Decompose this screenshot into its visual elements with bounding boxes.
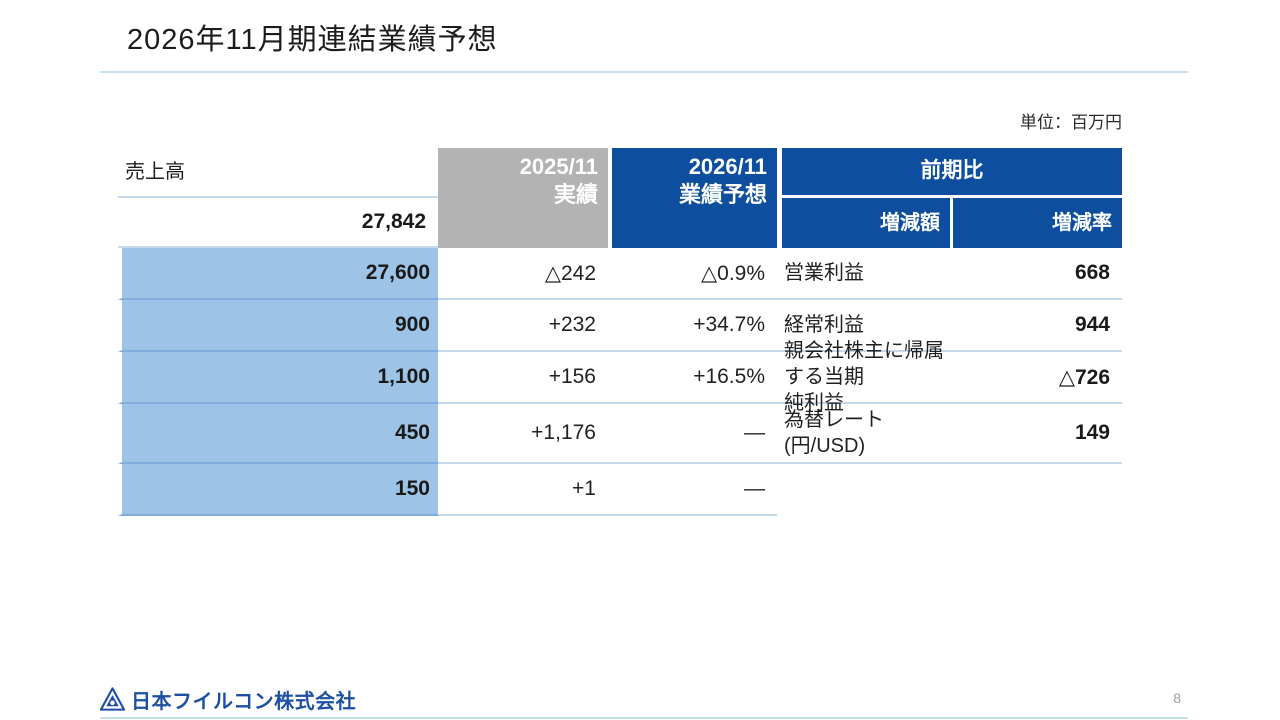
title-divider bbox=[100, 71, 1188, 73]
exchange-rate-actual: 149 bbox=[950, 404, 1122, 464]
page-number: 8 bbox=[1173, 690, 1181, 706]
row-label-net-sales: 売上高 bbox=[118, 148, 438, 198]
page-title: 2026年11月期連結業績予想 bbox=[127, 24, 498, 56]
ordinary-income-actual: 944 bbox=[950, 300, 1122, 352]
net-income-actual: △726 bbox=[950, 352, 1122, 404]
net-income-change-rate: ― bbox=[608, 404, 777, 464]
forecast-table: 2025/11 実績 2026/11 業績予想 前期比 増減額 増減率 売上高 … bbox=[118, 148, 1122, 516]
company-name: 日本フイルコン株式会社 bbox=[131, 691, 357, 713]
col-header-yoy-rate: 増減率 bbox=[950, 198, 1122, 248]
ordinary-income-change-rate: +16.5% bbox=[608, 352, 777, 404]
col-header-yoy-amount: 増減額 bbox=[777, 198, 950, 248]
col-header-actual: 2025/11 実績 bbox=[438, 148, 608, 248]
exchange-rate-change-rate: ― bbox=[608, 464, 777, 516]
footer-divider bbox=[100, 717, 1188, 719]
company-logo-icon bbox=[99, 686, 126, 713]
row-label-ordinary-income: 経常利益 bbox=[777, 300, 950, 352]
col-header-yoy: 前期比 bbox=[777, 148, 1122, 198]
net-sales-change-amount: △242 bbox=[438, 248, 608, 300]
row-label-exchange-rate: 為替レート(円/USD) bbox=[777, 404, 950, 464]
net-income-forecast: 450 bbox=[118, 404, 438, 464]
operating-income-actual: 668 bbox=[950, 248, 1122, 300]
row-label-net-income: 親会社株主に帰属する当期 純利益 bbox=[777, 340, 950, 414]
row-label-operating-income: 営業利益 bbox=[777, 248, 950, 300]
net-sales-actual: 27,842 bbox=[118, 198, 438, 248]
net-sales-change-rate: △0.9% bbox=[608, 248, 777, 300]
ordinary-income-change-amount: +156 bbox=[438, 352, 608, 404]
company-logo: 日本フイルコン株式会社 bbox=[99, 685, 356, 714]
operating-income-change-rate: +34.7% bbox=[608, 300, 777, 352]
exchange-rate-change-amount: +1 bbox=[438, 464, 608, 516]
col-header-forecast: 2026/11 業績予想 bbox=[608, 148, 777, 248]
ordinary-income-forecast: 1,100 bbox=[118, 352, 438, 404]
operating-income-change-amount: +232 bbox=[438, 300, 608, 352]
net-income-change-amount: +1,176 bbox=[438, 404, 608, 464]
exchange-rate-forecast: 150 bbox=[118, 464, 438, 516]
net-sales-forecast: 27,600 bbox=[118, 248, 438, 300]
unit-note: 単位：百万円 bbox=[1020, 113, 1122, 132]
operating-income-forecast: 900 bbox=[118, 300, 438, 352]
